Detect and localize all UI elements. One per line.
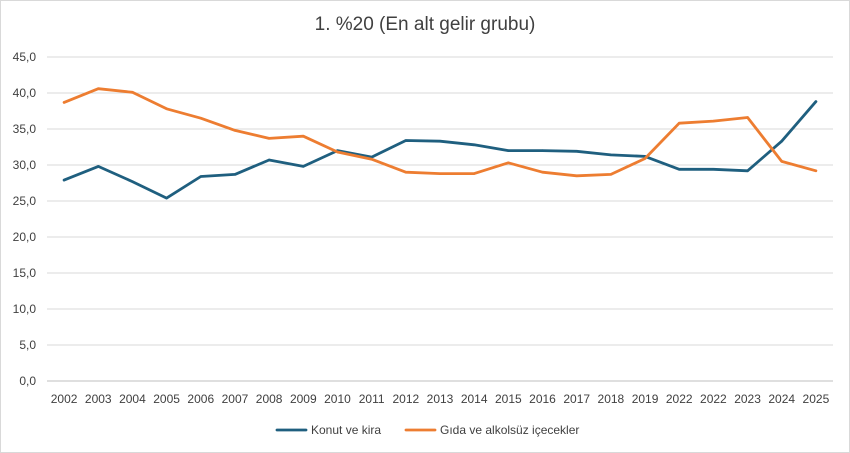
data-point — [97, 87, 100, 90]
data-point — [780, 140, 783, 143]
legend-label: Gıda ve alkolsüz içecekler — [440, 423, 579, 437]
y-tick-label: 20,0 — [13, 230, 37, 244]
x-tick-label: 2003 — [85, 392, 112, 406]
data-point — [609, 153, 613, 157]
data-point — [267, 137, 271, 140]
x-tick-label: 2024 — [768, 392, 795, 406]
data-point — [199, 117, 202, 120]
x-tick-label: 2010 — [324, 392, 351, 406]
y-tick-label: 25,0 — [13, 194, 37, 208]
legend-label: Konut ve kira — [311, 423, 381, 437]
x-tick-label: 2008 — [256, 392, 283, 406]
x-tick-label: 2022 — [700, 392, 727, 406]
data-point — [62, 178, 66, 182]
x-tick-label: 2002 — [51, 392, 78, 406]
x-tick-label: 2009 — [290, 392, 317, 406]
y-tick-label: 5,0 — [19, 338, 36, 352]
data-point — [643, 157, 647, 160]
data-point — [472, 172, 476, 175]
x-tick-label: 2014 — [461, 392, 488, 406]
data-point — [575, 174, 578, 177]
chart-title: 1. %20 (En alt gelir grubu) — [314, 14, 536, 35]
data-point — [507, 149, 510, 152]
x-axis-ticks: 2002 2003 2004 2005 2006 2007 2008 2009 2010 2011… — [51, 392, 830, 406]
x-tick-label: 2023 — [734, 392, 761, 406]
x-tick-label: 2006 — [187, 392, 214, 406]
data-point — [370, 158, 373, 161]
data-point — [336, 150, 339, 154]
data-point — [404, 171, 408, 174]
x-tick-label: 2015 — [495, 392, 522, 406]
data-point — [165, 107, 168, 111]
series-lines — [62, 87, 818, 200]
data-point — [97, 165, 100, 168]
data-point — [233, 173, 237, 176]
data-point — [62, 101, 66, 104]
y-tick-label: 0,0 — [19, 374, 36, 388]
y-tick-label: 30,0 — [13, 158, 37, 172]
x-tick-label: 2025 — [803, 392, 830, 406]
data-point — [678, 168, 681, 171]
series-line-2 — [62, 87, 818, 178]
x-tick-label: 2017 — [563, 392, 590, 406]
grid-lines — [47, 56, 833, 382]
data-point — [438, 172, 442, 175]
y-tick-label: 40,0 — [13, 86, 37, 100]
data-point — [678, 122, 681, 125]
x-tick-label: 2012 — [392, 392, 419, 406]
x-tick-label: 2005 — [153, 392, 180, 406]
x-tick-label: 2011 — [359, 392, 385, 406]
x-tick-label: 2007 — [222, 392, 249, 406]
data-point — [302, 135, 305, 138]
y-axis-ticks: 0,0 5,0 10,0 15,0 20,0 25,0 30,0 35,0 40,0 45,0 — [13, 50, 37, 388]
y-tick-label: 45,0 — [13, 50, 37, 64]
data-point — [712, 119, 715, 123]
data-point — [507, 161, 510, 165]
data-point — [131, 180, 134, 183]
data-point — [746, 169, 749, 172]
x-tick-label: 2004 — [119, 392, 146, 406]
data-point — [814, 169, 818, 172]
series-line-1 — [62, 100, 818, 200]
x-tick-label: 2019 — [632, 392, 659, 406]
x-tick-label: 2022 — [666, 392, 693, 406]
data-point — [575, 150, 578, 153]
data-point — [165, 196, 168, 200]
data-point — [609, 173, 613, 176]
data-point — [541, 171, 544, 174]
data-point — [233, 129, 237, 132]
data-point — [780, 160, 783, 163]
data-point — [267, 158, 271, 162]
x-tick-label: 2018 — [598, 392, 625, 406]
data-point — [814, 100, 818, 103]
data-point — [541, 149, 544, 152]
data-point — [438, 140, 442, 143]
data-point — [199, 175, 202, 178]
x-tick-label: 2013 — [427, 392, 454, 406]
data-point — [746, 116, 749, 119]
data-point — [404, 139, 408, 142]
y-tick-label: 35,0 — [13, 122, 37, 136]
data-point — [712, 168, 715, 171]
data-point — [302, 165, 305, 168]
y-tick-label: 10,0 — [13, 302, 37, 316]
data-point — [472, 143, 476, 147]
data-point — [131, 91, 134, 94]
y-tick-label: 15,0 — [13, 266, 37, 280]
x-tick-label: 2016 — [529, 392, 556, 406]
legend: Konut ve kira Gıda ve alkolsüz içecekler — [275, 423, 579, 437]
